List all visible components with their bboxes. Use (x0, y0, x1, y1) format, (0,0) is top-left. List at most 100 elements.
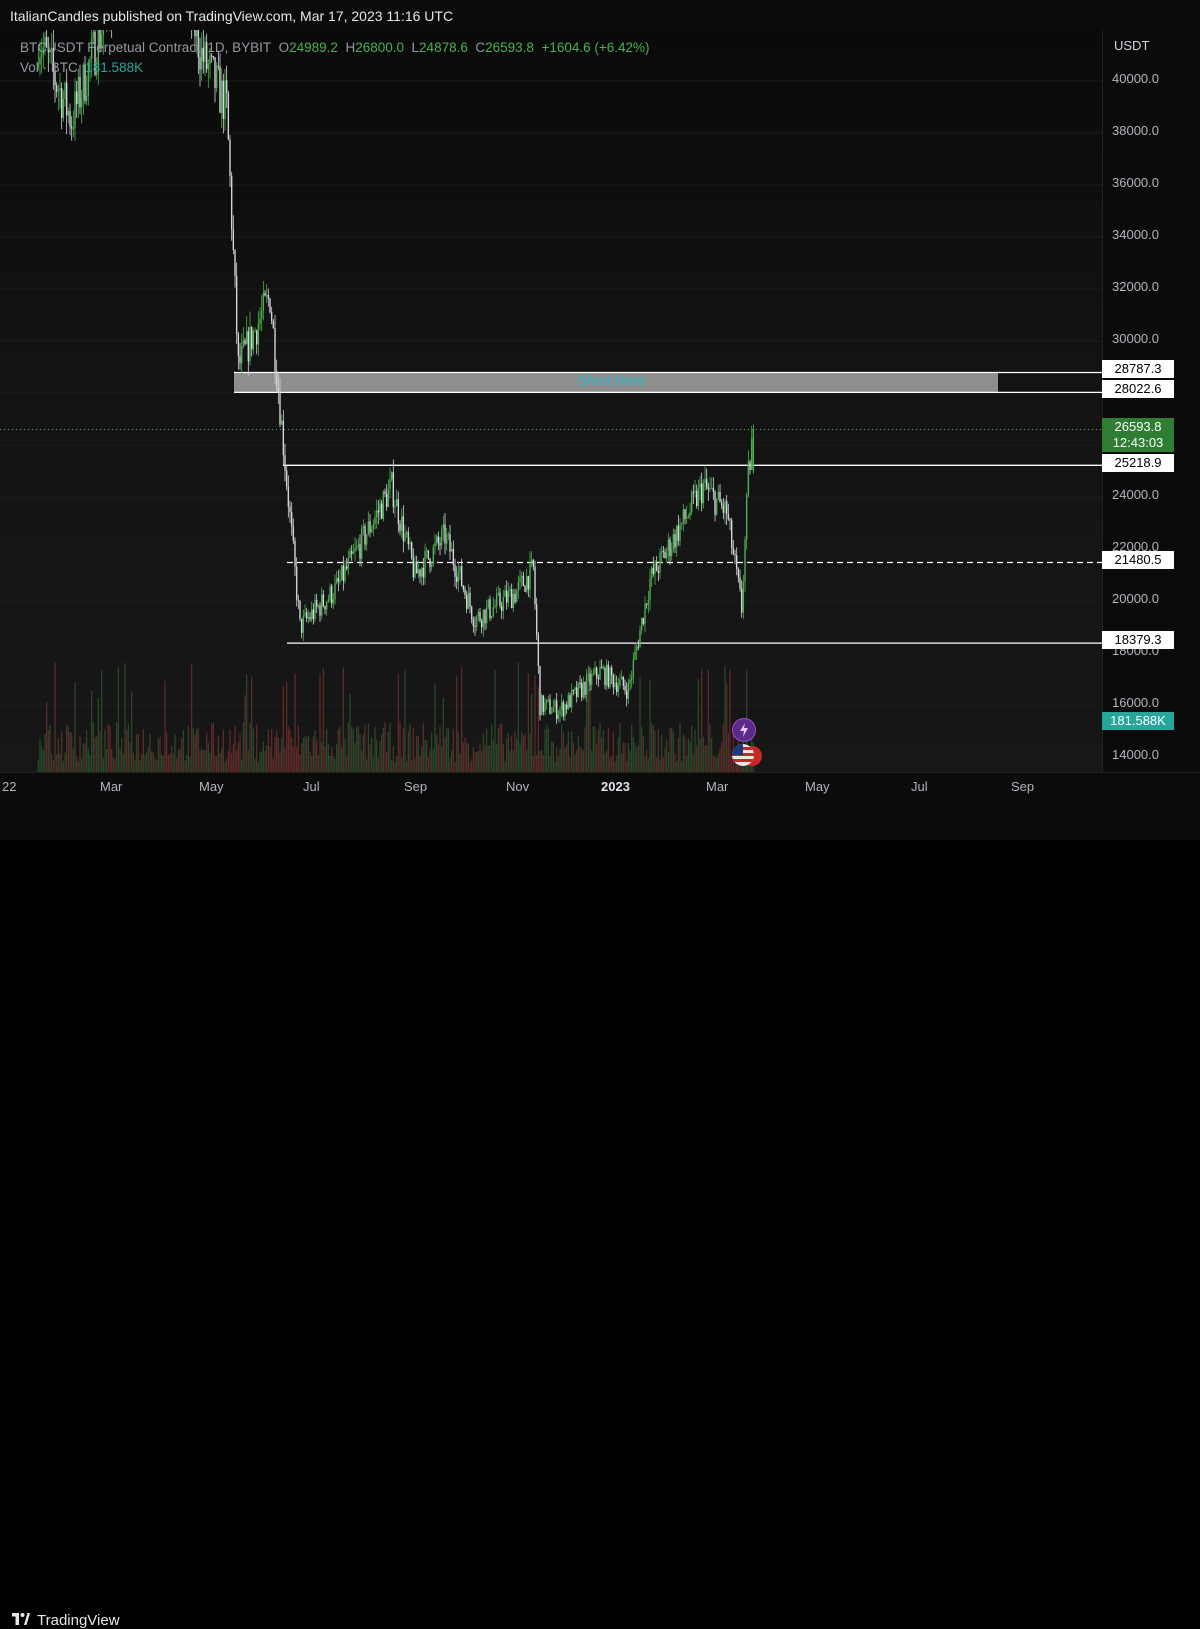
candle-body (460, 566, 463, 586)
candle-body (274, 328, 276, 372)
volume-bar (716, 757, 718, 772)
volume-bar (591, 750, 593, 772)
volume-bar (431, 732, 433, 772)
tradingview-brand[interactable]: TradingView (37, 1612, 120, 1629)
volume-bar (594, 726, 596, 772)
volume-bar (412, 728, 414, 772)
volume-bar (139, 759, 141, 772)
volume-bar (122, 753, 124, 772)
volume-bar (387, 732, 389, 772)
volume-bar (566, 744, 568, 772)
volume-bar (726, 683, 728, 772)
candle-body (557, 714, 560, 719)
candle-body (452, 549, 455, 565)
price-axis[interactable] (1102, 30, 1200, 772)
candle-body (440, 530, 443, 546)
volume-bar (567, 731, 569, 772)
volume-bar (106, 748, 108, 772)
candle-body (225, 80, 228, 93)
candle-body (309, 617, 311, 620)
volume-bar (546, 724, 548, 772)
volume-bar (407, 731, 409, 772)
candle-body (535, 604, 538, 636)
volume-bar (576, 749, 578, 772)
candle-body (515, 590, 518, 603)
candle-body (597, 677, 600, 680)
candle-body (575, 687, 578, 697)
volume-bar (201, 748, 203, 772)
candle-body (579, 682, 581, 684)
volume-bar (241, 759, 243, 772)
volume-bar (539, 751, 541, 772)
volume-label[interactable]: Vol · BTC (20, 60, 78, 75)
volume-bar (416, 735, 418, 772)
candle-body (39, 57, 41, 65)
volume-bar (197, 727, 199, 772)
volume-bar (376, 740, 378, 772)
volume-bar (484, 744, 486, 772)
volume-bar (364, 724, 366, 772)
volume-bar (154, 758, 156, 772)
price-label-28787[interactable]: 28787.3 (1102, 360, 1174, 378)
volume-bar (102, 757, 104, 772)
candle-body (244, 340, 246, 344)
volume-bar (239, 733, 241, 772)
price-label-25218[interactable]: 25218.9 (1102, 454, 1174, 472)
x-tick-label: May (199, 779, 224, 794)
volume-bar (274, 736, 276, 772)
candle-body (270, 312, 273, 322)
volume-bar (184, 760, 186, 772)
open-value: 24989.2 (289, 40, 338, 55)
candle-body (245, 331, 248, 344)
axis-unit[interactable]: USDT (1114, 38, 1150, 53)
chart-pane[interactable] (0, 30, 1102, 772)
price-label-28022[interactable]: 28022.6 (1102, 380, 1174, 398)
volume-bar (321, 742, 323, 772)
candle-body (622, 676, 625, 686)
volume-bar (451, 750, 453, 772)
candle-body (402, 516, 405, 541)
candle-body (534, 566, 536, 605)
tradingview-logo-icon[interactable] (12, 1613, 30, 1625)
candle-body (690, 492, 693, 512)
volume-bar (692, 753, 694, 772)
volume-bar (76, 756, 78, 772)
candle-body (674, 534, 676, 548)
volume-bar (424, 739, 426, 772)
us-flag-icon[interactable] (732, 744, 754, 766)
volume-bar (352, 729, 354, 772)
price-label-18379[interactable]: 18379.3 (1102, 631, 1174, 649)
candle-body (220, 80, 223, 113)
symbol-name[interactable]: BTCUSDT Perpetual Contract, 1D, BYBIT (20, 40, 272, 55)
volume-bar (277, 738, 279, 772)
candle-body (292, 526, 295, 541)
volume-bar (637, 744, 639, 772)
candle-body (204, 42, 206, 62)
volume-bar (252, 728, 254, 772)
volume-bar (649, 680, 651, 772)
volume-bar (402, 727, 404, 772)
volume-bar (666, 739, 668, 772)
volume-bar (477, 750, 479, 772)
candle-body (384, 491, 386, 494)
zone-label[interactable]: Short Here (578, 372, 646, 388)
candle-body (439, 543, 441, 546)
candle-body (249, 326, 251, 362)
volume-bar (67, 726, 69, 772)
candle-body (429, 558, 431, 568)
lightning-event-icon[interactable] (732, 718, 756, 742)
price-chart[interactable] (0, 30, 1102, 772)
time-axis[interactable] (0, 772, 1200, 801)
candle-body (584, 682, 586, 695)
volume-bar (99, 730, 101, 772)
candle-body (275, 371, 278, 388)
volume-bar (176, 758, 178, 772)
y-tick-label: 20000.0 (1112, 591, 1159, 606)
volume-bar (254, 758, 256, 772)
volume-bar (341, 747, 343, 772)
price-label-21480[interactable]: 21480.5 (1102, 551, 1174, 569)
candle-body (370, 528, 373, 533)
low-value: 24878.6 (419, 40, 468, 55)
candle-body (719, 491, 721, 503)
volume-bar (314, 730, 316, 772)
